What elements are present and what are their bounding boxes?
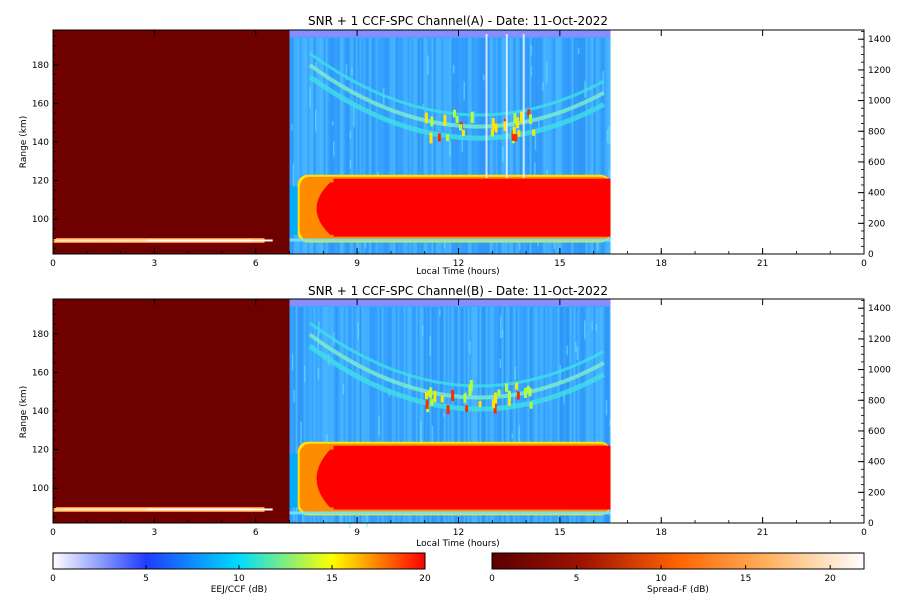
panel-b-echo-arc xyxy=(308,321,605,415)
panel-a-echo-arc xyxy=(308,52,605,144)
panel-a-ccf-background xyxy=(289,30,612,254)
panel-a-no-data-area xyxy=(610,30,864,254)
panel-b-x-tick-label: 0 xyxy=(50,528,56,538)
panel-b-x-tick-label: 9 xyxy=(354,528,360,538)
panel-a: SNR + 1 CCF-SPC Channel(A) - Date: 11-Oc… xyxy=(19,14,891,277)
panel-b-y2-tick-label: 0 xyxy=(868,519,874,529)
panel-b-y2-tick-label: 200 xyxy=(868,488,885,498)
panel-b-y2-tick-label: 1000 xyxy=(868,366,891,376)
panel-a-top-band xyxy=(289,30,611,37)
panel-b-x-tick-label: 0 xyxy=(861,528,867,538)
panel-b-y-tick-label: 120 xyxy=(32,446,49,456)
panel-b-y2-tick-label: 400 xyxy=(868,458,885,468)
panel-a-x-tick-label: 18 xyxy=(656,259,668,269)
panel-a-xlabel: Local Time (hours) xyxy=(416,267,499,277)
panel-b-x-tick-label: 3 xyxy=(152,528,158,538)
panel-b-y-tick-label: 140 xyxy=(32,407,49,417)
panel-b-x-tick-label: 12 xyxy=(453,528,464,538)
panel-a-y2-tick-label: 1000 xyxy=(868,97,891,107)
panel-b-no-data-area xyxy=(610,299,864,523)
panel-b-ylabel: Range (km) xyxy=(19,386,29,438)
panel-a-x-tick-label: 3 xyxy=(152,259,158,269)
colorbar-tick-label: 0 xyxy=(50,574,56,584)
panel-b-spreadf-trace xyxy=(53,506,273,512)
panel-a-gap-streak xyxy=(485,34,488,178)
panel-a-y2-tick-label: 1400 xyxy=(868,35,891,45)
panel-a-x-tick-label: 0 xyxy=(861,259,867,269)
panel-a-y-tick-label: 180 xyxy=(32,61,49,71)
panel-b-x-tick-label: 18 xyxy=(656,528,668,538)
panel-b-y-tick-label: 180 xyxy=(32,330,49,340)
panel-a-y-tick-label: 140 xyxy=(32,138,49,148)
panel-a-y-tick-label: 120 xyxy=(32,177,49,187)
panel-a-axes: 0 3 6 9 12 15 18 21 0 100 120 140 160 180 0 200 400 600 80… xyxy=(32,30,891,269)
colorbar-spreadf-ramp xyxy=(491,552,865,570)
panel-a-spreadf-region xyxy=(53,30,290,254)
colorbar-eej: 0 5 10 15 20 EEJ/CCF (dB) xyxy=(50,552,431,595)
panel-b-y-tick-label: 160 xyxy=(32,368,49,378)
colorbar-tick-label: 20 xyxy=(824,574,836,584)
colorbar-spreadf-label: Spread-F (dB) xyxy=(647,585,709,595)
panel-b-plot xyxy=(53,299,864,529)
panel-a-spreadf-trace xyxy=(53,237,273,243)
panel-b-spreadf-region xyxy=(53,299,290,523)
colorbar-tick-label: 5 xyxy=(143,574,149,584)
panel-b-top-band xyxy=(289,299,611,306)
panel-b-x-tick-label: 15 xyxy=(554,528,565,538)
panel-b-xlabel: Local Time (hours) xyxy=(416,539,499,549)
colorbar-tick-label: 15 xyxy=(740,574,751,584)
panel-a-x-tick-label: 21 xyxy=(757,259,768,269)
colorbar-tick-label: 15 xyxy=(326,574,337,584)
panel-b-y2-tick-label: 600 xyxy=(868,427,885,437)
panel-b-eej-band xyxy=(289,441,611,516)
panel-a-x-tick-label: 12 xyxy=(453,259,464,269)
colorbar-eej-label: EEJ/CCF (dB) xyxy=(211,585,268,595)
panel-b-y2-tick-label: 1400 xyxy=(868,304,891,314)
panel-b-title: SNR + 1 CCF-SPC Channel(B) - Date: 11-Oc… xyxy=(308,284,608,298)
colorbar-tick-label: 10 xyxy=(655,574,667,584)
panel-a-eej-band xyxy=(289,174,611,243)
panel-b-x-tick-label: 6 xyxy=(253,528,259,538)
panel-a-gap-streak xyxy=(505,34,508,178)
panel-a-x-tick-label: 6 xyxy=(253,259,259,269)
panel-a-y2-tick-label: 600 xyxy=(868,158,885,168)
panel-a-y2-tick-label: 800 xyxy=(868,127,885,137)
panel-a-x-tick-label: 9 xyxy=(354,259,360,269)
colorbar-spreadf-ticks: 0 5 10 15 20 xyxy=(489,565,836,584)
colorbar-tick-label: 0 xyxy=(489,574,495,584)
panel-a-y-tick-label: 160 xyxy=(32,99,49,109)
panel-a-y2-tick-label: 400 xyxy=(868,189,885,199)
panel-b-y-tick-label: 100 xyxy=(32,484,49,494)
panel-a-x-tick-label: 0 xyxy=(50,259,56,269)
panel-a-y2-tick-label: 1200 xyxy=(868,66,891,76)
colorbar-eej-ticks: 0 5 10 15 20 xyxy=(50,565,431,584)
panel-a-plot xyxy=(53,30,864,254)
panel-b-y2-tick-label: 800 xyxy=(868,396,885,406)
panel-b-axes: 0 3 6 9 12 15 18 21 0 100 120 140 160 180 0 200 400 600 80… xyxy=(32,299,891,538)
colorbar-tick-label: 20 xyxy=(419,574,431,584)
panel-a-x-tick-label: 15 xyxy=(554,259,565,269)
panel-a-y2-tick-label: 0 xyxy=(868,250,874,260)
panel-b: SNR + 1 CCF-SPC Channel(B) - Date: 11-Oc… xyxy=(19,284,891,549)
panel-a-gap-streak xyxy=(522,34,525,178)
panel-a-y-tick-label: 100 xyxy=(32,215,49,225)
panel-a-ylabel: Range (km) xyxy=(19,116,29,168)
panel-b-x-tick-label: 21 xyxy=(757,528,768,538)
panel-b-y2-tick-label: 1200 xyxy=(868,335,891,345)
colorbar-tick-label: 5 xyxy=(574,574,580,584)
panel-a-y2-tick-label: 200 xyxy=(868,219,885,229)
panel-a-title: SNR + 1 CCF-SPC Channel(A) - Date: 11-Oc… xyxy=(308,14,608,28)
colorbar-tick-label: 10 xyxy=(233,574,245,584)
colorbar-spreadf: 0 5 10 15 20 Spread-F (dB) xyxy=(489,552,865,595)
